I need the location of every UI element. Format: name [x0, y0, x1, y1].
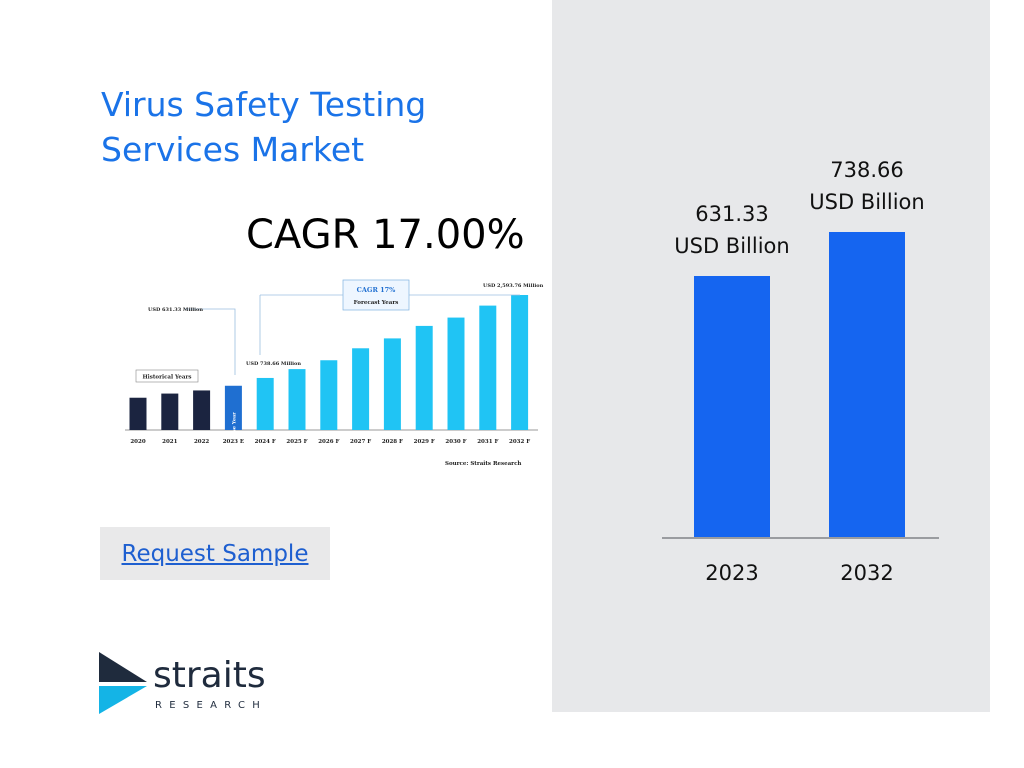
thumb-cagr-title: CAGR 17%: [357, 286, 396, 294]
straits-chevron-icon: [99, 652, 147, 714]
bar-value-label-2023: 631.33 USD Billion: [652, 198, 812, 262]
thumb-bar-2032-f: [511, 295, 529, 430]
bar-2023: [694, 276, 770, 537]
thumb-bar-2029-f: [415, 325, 433, 430]
thumb-annotation-end: USD 2,593.76 Million: [483, 283, 544, 289]
thumb-bar-2030-f: [447, 317, 465, 430]
bar-value-2032: 738.66: [830, 158, 904, 182]
thumb-x-tick-12: 2032 F: [509, 439, 530, 445]
thumb-x-tick-0: 2020: [130, 439, 145, 445]
thumb-cagr-subtitle: Forecast Years: [354, 300, 399, 306]
x-tick-2023: 2023: [705, 561, 759, 585]
logo-subtitle: RESEARCH: [155, 700, 268, 711]
thumb-bar-2023-e: [224, 385, 242, 430]
page-title: Virus Safety Testing Services Market: [101, 85, 427, 169]
request-sample-box: Request Sample: [100, 527, 330, 580]
request-sample-link[interactable]: Request Sample: [121, 540, 309, 567]
thumb-x-tick-8: 2028 F: [382, 439, 403, 445]
thumb-annotation-start: USD 631.33 Million: [148, 307, 203, 313]
bar-unit-2032: USD Billion: [809, 190, 925, 214]
thumb-bar-2024-f: [256, 377, 274, 430]
thumb-bar-2025-f: [288, 369, 306, 430]
thumb-connector-hist: [185, 308, 236, 375]
thumb-x-tick-11: 2031 F: [477, 439, 498, 445]
bar-2032: [829, 232, 905, 537]
thumb-source: Source: Straits Research: [445, 461, 521, 467]
thumb-x-tick-4: 2024 F: [255, 439, 276, 445]
thumb-x-tick-5: 2025 F: [286, 439, 307, 445]
thumb-bar-2028-f: [383, 338, 401, 430]
thumb-x-tick-10: 2030 F: [445, 439, 466, 445]
thumb-bar-2021: [161, 393, 179, 430]
thumb-bar-2022: [193, 390, 211, 430]
market-size-panel: [552, 0, 990, 712]
thumb-historical-label: Historical Years: [142, 375, 191, 381]
thumb-x-tick-2: 2022: [194, 439, 209, 445]
thumb-bar-2020: [129, 397, 147, 430]
thumb-bar-2031-f: [479, 305, 497, 430]
thumb-x-tick-7: 2027 F: [350, 439, 371, 445]
thumb-x-tick-3: 2023 E: [223, 439, 244, 445]
bar-value-label-2032: 738.66 USD Billion: [787, 154, 947, 218]
thumb-x-tick-1: 2021: [162, 439, 177, 445]
logo-wordmark: straits: [153, 655, 266, 696]
cagr-headline: CAGR 17.00%: [246, 212, 525, 258]
thumb-cagr-box: [342, 279, 410, 311]
thumb-base-year-label: Base Year: [231, 412, 237, 440]
thumb-x-tick-9: 2029 F: [414, 439, 435, 445]
bar-value-2023: 631.33: [695, 202, 769, 227]
thumb-x-tick-6: 2026 F: [318, 439, 339, 445]
thumb-historical-box: [135, 369, 199, 383]
x-tick-2032: 2032: [840, 561, 894, 585]
straits-research-logo: straits RESEARCH: [99, 652, 269, 716]
thumb-bar-2026-f: [320, 360, 338, 430]
thumb-annotation-base: USD 738.66 Million: [246, 361, 301, 367]
bar-unit-2023: USD Billion: [674, 234, 790, 259]
thumb-bar-2027-f: [352, 348, 370, 430]
x-axis-line: [662, 537, 939, 539]
forecast-chart-thumbnail: 2020 2021 2022 2023 E Base Year 2024 F 2025 F 2…: [100, 255, 550, 485]
